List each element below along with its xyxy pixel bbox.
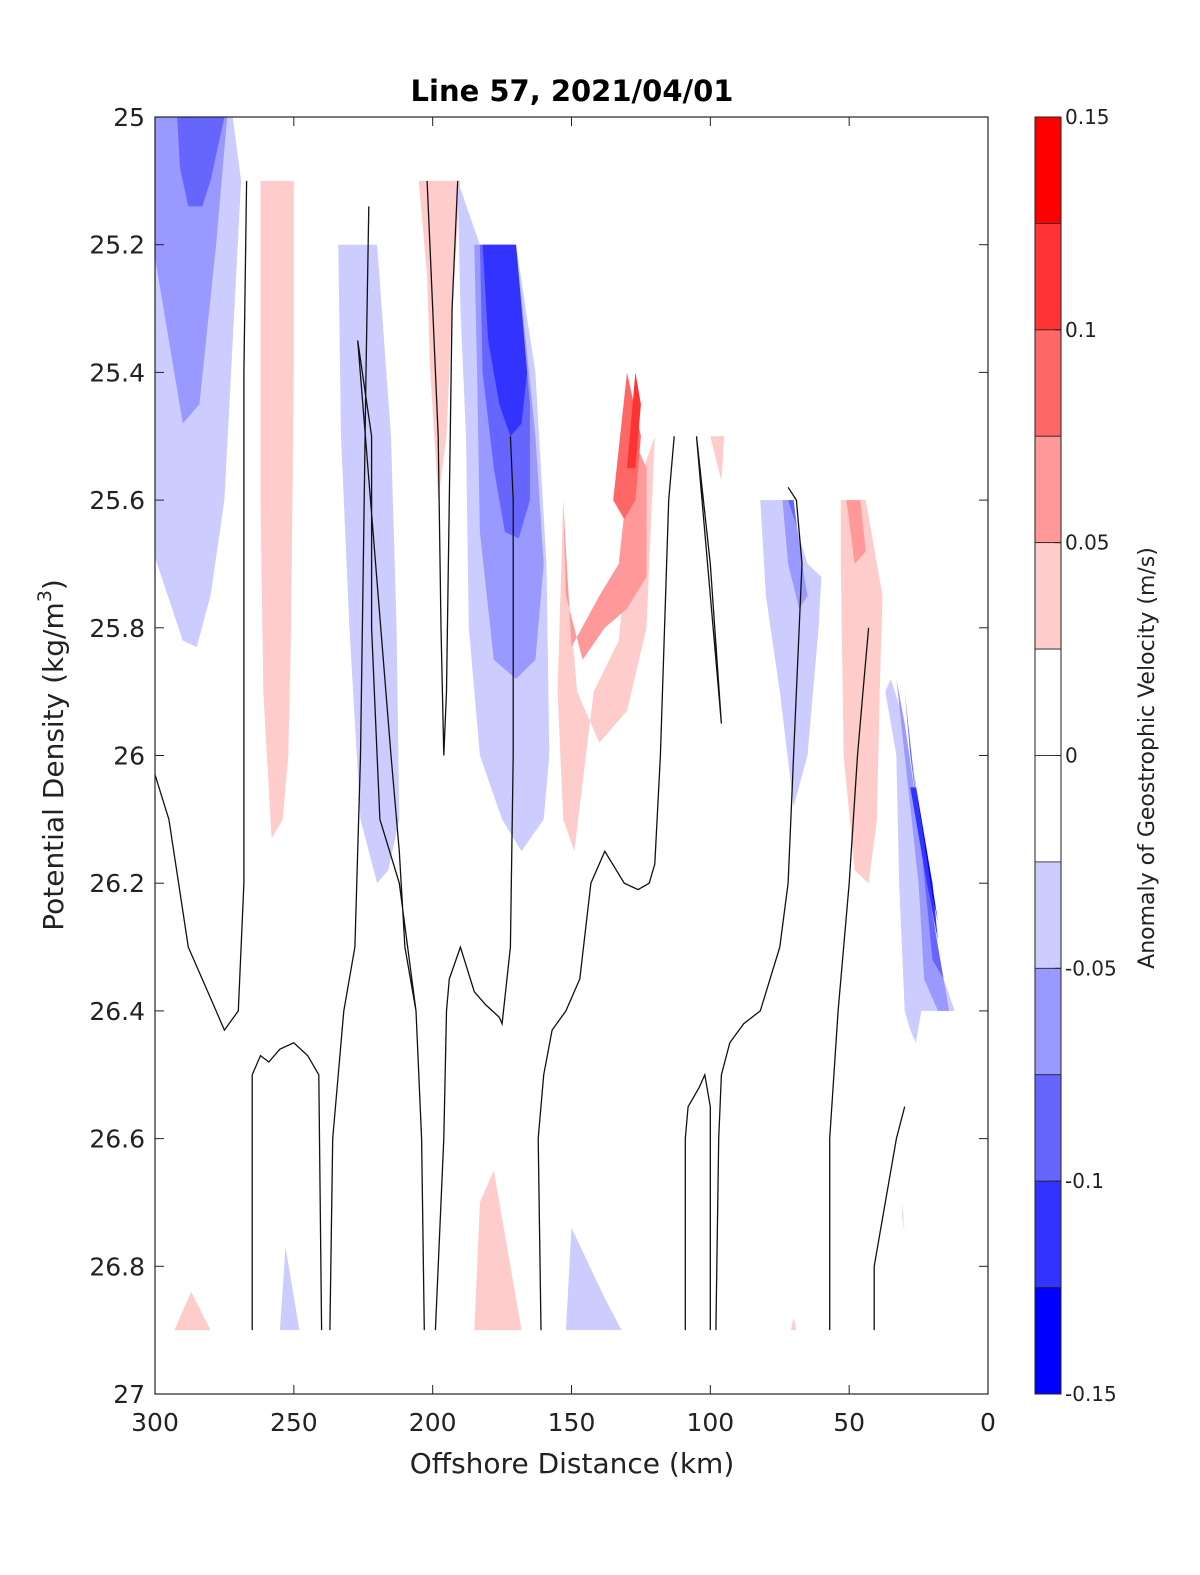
plot-area: 300 250 200 150 100 50 0 2525.225.425.625.8262…: [89, 103, 996, 1437]
contour-region-30: [901, 1202, 905, 1235]
contour-region-18: [840, 500, 883, 884]
colorbar-cell-5: [1034, 648, 1062, 756]
y-tick-label-10: 27: [113, 1380, 145, 1409]
x-tick-label-4: 100: [686, 1408, 734, 1437]
colorbar-tick-label-3: 0: [1065, 744, 1078, 768]
colorbar-cell-7: [1034, 861, 1062, 969]
contour-region-3: [260, 180, 294, 839]
zero-contour-0: [154, 180, 248, 1032]
y-axis-label: Potential Density (kg/m3): [34, 579, 70, 931]
colorbar-cell-8: [1034, 967, 1062, 1076]
zero-contour-2: [329, 206, 370, 1331]
contour-region-29: [790, 1317, 797, 1331]
colorbar-cell-6: [1034, 755, 1062, 863]
x-tick-label-0: 300: [131, 1408, 179, 1437]
filled-contour-regions: [155, 117, 955, 1331]
colorbar-label: Anomaly of Geostrophic Velocity (m/s): [1135, 547, 1160, 969]
contour-region-26: [279, 1247, 300, 1331]
zero-contour-4: [434, 436, 514, 1331]
chart-title: Line 57, 2021/04/01: [411, 74, 734, 108]
colorbar-cell-2: [1034, 329, 1062, 437]
contour-region-28: [565, 1228, 622, 1331]
contour-region-4: [338, 244, 400, 884]
x-tick-label-6: 0: [980, 1408, 996, 1437]
y-tick-label-5: 26: [113, 742, 145, 771]
y-axis-label-superscript: 3: [34, 590, 56, 602]
y-axis-label-close: ): [37, 579, 70, 590]
x-tick-label-1: 250: [270, 1408, 318, 1437]
y-tick-label-2: 25.4: [89, 358, 145, 387]
zero-contour-lines: [154, 180, 906, 1331]
colorbar: 0.15 0.1 0.05 0 -0.05 -0.1 -0.15: [1034, 105, 1117, 1406]
contour-region-14: [710, 436, 725, 481]
y-tick-label-4: 25.8: [89, 614, 145, 643]
x-tick-label-2: 200: [409, 1408, 457, 1437]
contour-region-2: [177, 117, 225, 207]
colorbar-tick-label-0: 0.15: [1065, 105, 1110, 129]
y-tick-label-9: 26.8: [89, 1252, 145, 1281]
colorbar-ticks: 0.15 0.1 0.05 0 -0.05 -0.1 -0.15: [1055, 105, 1117, 1406]
contour-region-19: [846, 500, 866, 564]
y-tick-label-3: 25.6: [89, 486, 145, 515]
zero-contour-1: [251, 1042, 323, 1331]
colorbar-cell-11: [1034, 1287, 1062, 1395]
colorbar-tick-label-1: 0.1: [1065, 318, 1097, 342]
colorbar-cell-3: [1034, 435, 1062, 544]
contour-region-13: [627, 372, 641, 469]
zero-contour-10: [829, 627, 870, 1331]
contour-region-23: [910, 787, 938, 941]
y-tick-label-0: 25: [113, 103, 145, 132]
contour-region-24: [913, 768, 938, 922]
y-tick-label-6: 26.2: [89, 869, 145, 898]
colorbar-tick-label-6: -0.15: [1065, 1382, 1117, 1406]
y-tick-label-7: 26.4: [89, 997, 145, 1026]
contour-region-21: [896, 678, 950, 1011]
colorbar-cell-0: [1034, 116, 1062, 224]
contour-region-15: [760, 500, 822, 807]
y-tick-label-8: 26.6: [89, 1125, 145, 1154]
contour-region-1: [155, 117, 228, 424]
zero-contour-7: [684, 1072, 711, 1331]
colorbar-cell-10: [1034, 1180, 1062, 1288]
contour-region-9: [482, 244, 528, 437]
zero-contour-6: [537, 436, 675, 1331]
y-axis-ticks: 25 25.2 25.4 25.6 25.8 26 26.2 26.4 26.6 26.8 27: [89, 103, 988, 1409]
colorbar-cell-1: [1034, 223, 1062, 331]
colorbar-cell-4: [1034, 542, 1062, 650]
x-axis-label: Offshore Distance (km): [410, 1447, 735, 1480]
zero-contour-8: [715, 486, 803, 1331]
x-tick-label-3: 150: [548, 1408, 596, 1437]
x-axis-ticks: 300 250 200 150 100 50 0: [131, 117, 996, 1437]
colorbar-tick-label-4: -0.05: [1065, 956, 1117, 980]
contour-region-27: [474, 1170, 522, 1331]
colorbar-cell-9: [1034, 1074, 1062, 1182]
colorbar-tick-label-5: -0.1: [1065, 1169, 1104, 1193]
contour-region-17: [788, 500, 797, 526]
x-tick-label-5: 50: [833, 1408, 865, 1437]
contour-region-25: [174, 1291, 211, 1331]
contour-region-11: [563, 436, 647, 660]
zero-contour-3: [357, 340, 425, 1331]
y-axis-label-main: Potential Density (kg/m: [37, 602, 70, 931]
zero-contour-5: [426, 180, 459, 756]
contour-region-5: [418, 180, 461, 501]
zero-contour-9: [695, 436, 723, 724]
colorbar-tick-label-2: 0.05: [1065, 531, 1110, 555]
y-tick-label-1: 25.2: [89, 231, 145, 260]
zero-contour-11: [873, 1106, 906, 1331]
